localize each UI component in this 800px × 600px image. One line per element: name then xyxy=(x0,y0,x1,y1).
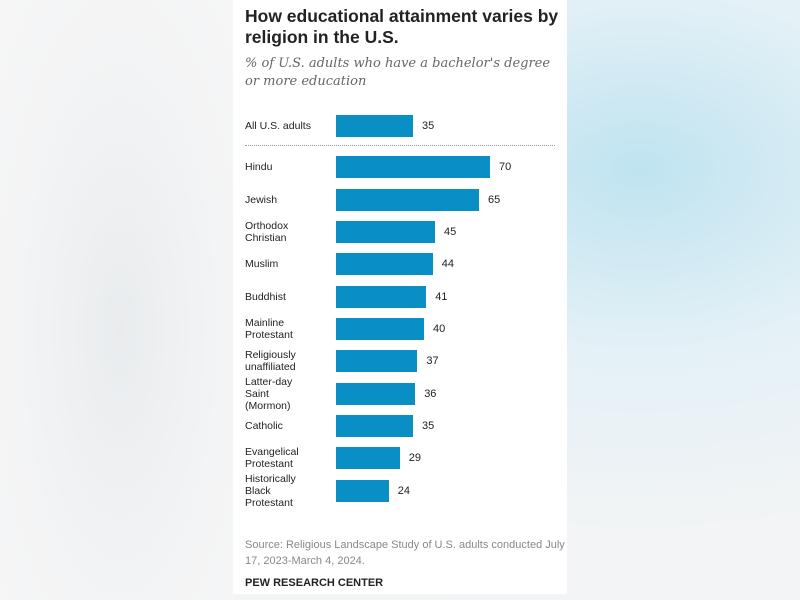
source-note: Source: Religious Landscape Study of U.S… xyxy=(245,539,565,567)
data-label: 40 xyxy=(433,323,446,335)
brand-logo-text: PEW RESEARCH CENTER xyxy=(245,577,384,589)
bar xyxy=(336,286,427,308)
bar xyxy=(336,415,413,437)
data-label: 45 xyxy=(444,226,457,238)
data-label: 29 xyxy=(408,452,422,464)
bar xyxy=(336,447,400,469)
chart-subtitle: % of U.S. adults who have a bachelor's d… xyxy=(245,56,551,89)
bar xyxy=(336,221,435,243)
category-label: Religiously unaffiliated xyxy=(245,349,296,373)
background-left xyxy=(0,0,233,600)
category-label: Buddhist xyxy=(245,291,286,303)
data-label: 65 xyxy=(488,194,501,206)
category-label: Evangelical Protestant xyxy=(245,446,299,470)
category-label: Jewish xyxy=(245,194,278,206)
category-label: Hindu xyxy=(245,161,273,173)
bar xyxy=(336,253,433,275)
bar xyxy=(336,383,416,405)
data-label: 37 xyxy=(426,355,439,367)
data-label: 41 xyxy=(435,291,448,303)
bar xyxy=(336,318,424,340)
category-label: Historically Black Protestant xyxy=(245,473,296,509)
bar xyxy=(336,156,490,178)
category-label: Mainline Protestant xyxy=(245,317,293,341)
data-label: 36 xyxy=(424,388,437,400)
bar xyxy=(336,115,413,137)
category-label: Orthodox Christian xyxy=(245,220,289,244)
category-label: Muslim xyxy=(245,258,279,270)
category-label: Catholic xyxy=(245,420,283,432)
data-label: 35 xyxy=(422,420,435,432)
data-label: 35 xyxy=(422,120,435,132)
data-label: 44 xyxy=(441,258,455,270)
separator-line xyxy=(245,145,555,146)
data-label: 24 xyxy=(397,485,411,497)
category-label: Latter-day Saint (Mormon) xyxy=(245,376,293,412)
bar xyxy=(336,189,479,211)
category-label: All U.S. adults xyxy=(245,120,311,132)
bar xyxy=(336,480,389,502)
data-label: 70 xyxy=(499,161,512,173)
chart-card: How educational attainment varies by rel… xyxy=(233,0,567,594)
chart-title: How educational attainment varies by rel… xyxy=(245,6,559,47)
bar xyxy=(336,350,418,372)
